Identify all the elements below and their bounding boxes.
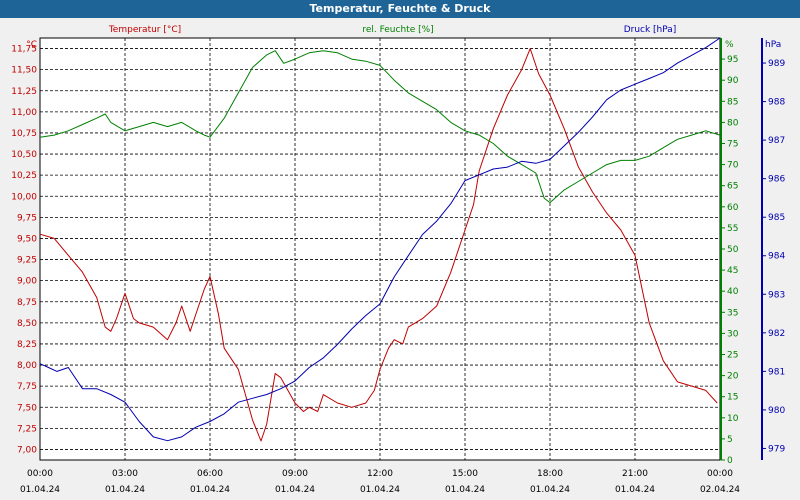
x-axis-ticks: 00:00 01.04.24 03:00 01.04.24 06:00 01.04.24 0… — [20, 469, 740, 495]
humidity-tick-label: 75 — [727, 140, 738, 150]
pressure-tick-label: 984 — [768, 252, 785, 262]
x-tick-date: 01.04.24 — [445, 485, 485, 495]
humidity-tick-label: 45 — [727, 266, 738, 276]
x-tick-time: 21:00 — [622, 469, 648, 479]
humidity-unit: % — [725, 40, 734, 50]
humidity-tick-label: 95 — [727, 55, 738, 65]
humidity-tick-label: 55 — [727, 224, 738, 234]
temperature-tick-label: 10,75 — [11, 129, 37, 139]
pressure-axis-label: Druck [hPa] — [624, 25, 677, 35]
pressure-tick-label: 979 — [768, 444, 785, 454]
humidity-tick-label: 70 — [727, 161, 739, 171]
humidity-tick-label: 25 — [727, 351, 738, 361]
pressure-unit: hPa — [765, 40, 781, 50]
humidity-tick-label: 20 — [727, 372, 739, 382]
x-tick-time: 00:00 — [707, 469, 733, 479]
temperature-unit: °C — [26, 40, 37, 50]
temperature-axis-label: Temperatur [°C] — [108, 25, 181, 35]
humidity-tick-label: 10 — [727, 414, 739, 424]
humidity-tick-label: 90 — [727, 76, 739, 86]
pressure-line — [39, 37, 721, 442]
temperature-tick-label: 8,50 — [17, 319, 37, 329]
x-tick-date: 01.04.24 — [275, 485, 315, 495]
humidity-tick-label: 15 — [727, 393, 738, 403]
humidity-tick-label: 60 — [727, 203, 739, 213]
pressure-tick-label: 981 — [768, 367, 785, 377]
x-tick-time: 18:00 — [537, 469, 563, 479]
x-tick-date: 01.04.24 — [105, 485, 145, 495]
window-title: Temperatur, Feuchte & Druck — [0, 0, 800, 18]
temperature-tick-label: 11,50 — [11, 66, 37, 76]
series-layer — [39, 37, 721, 442]
pressure-tick-label: 983 — [768, 290, 785, 300]
x-tick-time: 00:00 — [27, 469, 53, 479]
grid-lines — [40, 38, 720, 460]
temperature-tick-label: 10,25 — [11, 171, 37, 181]
x-tick-date: 01.04.24 — [190, 485, 230, 495]
pressure-tick-label: 989 — [768, 59, 785, 69]
temperature-tick-label: 10,50 — [11, 150, 37, 160]
pressure-ticks: 979 980 981 982 983 984 985 986 987 988 989 — [762, 59, 785, 454]
temperature-tick-label: 11,00 — [11, 108, 37, 118]
humidity-tick-label: 5 — [727, 435, 733, 445]
humidity-line — [39, 50, 721, 204]
temperature-tick-label: 11,75 — [11, 45, 37, 55]
humidity-axis-label: rel. Feuchte [%] — [362, 25, 433, 35]
humidity-tick-label: 0 — [727, 456, 733, 466]
temperature-tick-label: 9,25 — [17, 256, 37, 266]
temperature-tick-label: 10,00 — [11, 192, 37, 202]
pressure-tick-label: 982 — [768, 329, 785, 339]
humidity-tick-label: 30 — [727, 329, 739, 339]
temperature-tick-label: 7,00 — [17, 445, 37, 455]
temperature-ticks: 7,00 7,25 7,50 7,75 8,00 8,25 8,50 8,75 9,00 9,25… — [11, 45, 37, 456]
x-tick-time: 03:00 — [112, 469, 138, 479]
humidity-ticks: 0 5 10 15 20 25 30 35 40 45 50 55 60 65 70 75 80 85 90 95 — [721, 55, 739, 466]
temperature-tick-label: 7,50 — [17, 403, 37, 413]
pressure-tick-label: 980 — [768, 406, 785, 416]
x-tick-date: 01.04.24 — [20, 485, 60, 495]
temperature-tick-label: 7,75 — [17, 382, 37, 392]
temperature-tick-label: 9,50 — [17, 234, 37, 244]
pressure-tick-label: 988 — [768, 98, 785, 108]
humidity-tick-label: 35 — [727, 308, 738, 318]
temperature-tick-label: 11,25 — [11, 87, 37, 97]
temperature-tick-label: 7,25 — [17, 424, 37, 434]
pressure-tick-label: 985 — [768, 213, 785, 223]
x-tick-time: 12:00 — [367, 469, 393, 479]
temperature-tick-label: 8,75 — [17, 298, 37, 308]
temperature-tick-label: 9,00 — [17, 277, 37, 287]
x-tick-date: 01.04.24 — [530, 485, 570, 495]
temperature-tick-label: 8,25 — [17, 340, 37, 350]
x-tick-date: 01.04.24 — [615, 485, 655, 495]
x-tick-date: 01.04.24 — [360, 485, 400, 495]
humidity-tick-label: 85 — [727, 97, 738, 107]
humidity-tick-label: 80 — [727, 118, 739, 128]
line-chart: Temperatur [°C] rel. Feuchte [%] Druck [… — [11, 25, 785, 495]
x-tick-time: 06:00 — [197, 469, 223, 479]
pressure-tick-label: 987 — [768, 136, 785, 146]
temperature-tick-label: 9,75 — [17, 213, 37, 223]
pressure-tick-label: 986 — [768, 175, 785, 185]
humidity-tick-label: 50 — [727, 245, 739, 255]
humidity-tick-label: 65 — [727, 182, 738, 192]
temperature-tick-label: 8,00 — [17, 361, 37, 371]
humidity-tick-label: 40 — [727, 287, 739, 297]
x-tick-date: 02.04.24 — [700, 485, 740, 495]
x-tick-time: 09:00 — [282, 469, 308, 479]
x-tick-time: 15:00 — [452, 469, 478, 479]
